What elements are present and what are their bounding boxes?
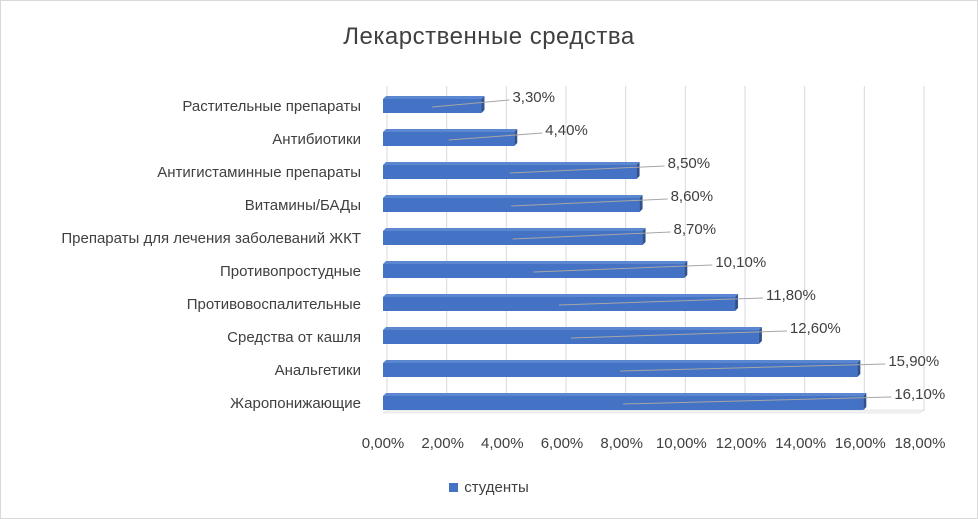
data-label: 15,90% bbox=[888, 353, 939, 370]
bars bbox=[383, 96, 867, 410]
category-label: Средства от кашля bbox=[227, 329, 361, 346]
x-axis-ticks: 0,00% 2,00% 4,00% 6,00% 8,00% 10,00% 12,00% 14,… bbox=[362, 435, 946, 452]
category-label: Жаропонижающие bbox=[230, 395, 361, 412]
leader-line bbox=[448, 132, 543, 141]
x-tick-label: 10,00% bbox=[656, 435, 707, 452]
leader-line bbox=[511, 198, 668, 207]
bar-side-face bbox=[758, 327, 762, 344]
data-label: 10,10% bbox=[715, 254, 766, 271]
x-tick-label: 14,00% bbox=[775, 435, 826, 452]
bar-side-face bbox=[684, 261, 688, 278]
data-label: 3,30% bbox=[512, 89, 555, 106]
bar bbox=[383, 198, 640, 212]
data-label: 4,40% bbox=[545, 122, 588, 139]
plot-floor bbox=[382, 409, 925, 414]
bar-top-face bbox=[383, 261, 688, 264]
bar-side-face bbox=[857, 360, 861, 377]
legend: студенты bbox=[1, 479, 977, 496]
bar-side-face bbox=[514, 129, 518, 146]
category-label: Анальгетики bbox=[275, 362, 361, 379]
leader-line bbox=[558, 297, 764, 306]
legend-swatch bbox=[449, 482, 459, 492]
bar bbox=[383, 231, 643, 245]
leader-line bbox=[620, 363, 886, 372]
bar bbox=[383, 363, 858, 377]
bar-side-face bbox=[735, 294, 739, 311]
bar bbox=[383, 297, 736, 311]
bar-side-face bbox=[481, 96, 485, 113]
leader-line bbox=[509, 165, 665, 174]
category-label: Противопростудные bbox=[220, 263, 361, 280]
data-label: 8,70% bbox=[674, 221, 717, 238]
x-tick-label: 0,00% bbox=[362, 435, 405, 452]
category-label: Витамины/БАДы bbox=[245, 197, 361, 214]
x-tick-label: 12,00% bbox=[716, 435, 767, 452]
bar bbox=[383, 132, 515, 146]
leader-line bbox=[432, 99, 510, 108]
category-label: Растительные препараты bbox=[182, 98, 361, 115]
bar-top-face bbox=[383, 360, 861, 363]
x-tick-label: 2,00% bbox=[421, 435, 464, 452]
x-tick-label: 8,00% bbox=[600, 435, 643, 452]
data-label: 11,80% bbox=[766, 287, 816, 304]
chart-title: Лекарственные средства bbox=[343, 23, 635, 50]
x-tick-label: 4,00% bbox=[481, 435, 524, 452]
leader-line bbox=[623, 396, 892, 405]
bar-top-face bbox=[383, 327, 762, 330]
category-label: Антибиотики bbox=[272, 131, 361, 148]
data-label: 8,60% bbox=[671, 188, 714, 205]
data-labels: 3,30% 4,40% 8,50% 8,60% 8,70% 10,10%11,80% 12,… bbox=[432, 89, 945, 405]
data-label: 16,10% bbox=[894, 386, 945, 403]
x-tick-label: 18,00% bbox=[895, 435, 946, 452]
x-tick-label: 6,00% bbox=[541, 435, 584, 452]
bar-top-face bbox=[383, 96, 485, 99]
bar-top-face bbox=[383, 195, 643, 198]
leader-line bbox=[512, 231, 671, 240]
category-labels: Растительные препараты Антибиотики Антигис… bbox=[61, 98, 361, 412]
category-label: Противовоспалительные bbox=[187, 296, 361, 313]
bar-top-face bbox=[383, 294, 739, 297]
legend-label: студенты bbox=[464, 479, 529, 496]
bar-top-face bbox=[383, 162, 640, 165]
bar-top-face bbox=[383, 228, 646, 231]
bar-side-face bbox=[639, 195, 643, 212]
leader-line bbox=[570, 330, 787, 339]
data-label: 12,60% bbox=[790, 320, 841, 337]
category-label: Антигистаминные препараты bbox=[157, 164, 361, 181]
bar-side-face bbox=[642, 228, 646, 245]
bar bbox=[383, 165, 637, 179]
bar-top-face bbox=[383, 129, 518, 132]
x-tick-label: 16,00% bbox=[835, 435, 886, 452]
category-label: Препараты для лечения заболеваний ЖКТ bbox=[61, 230, 361, 247]
bar-side-face bbox=[636, 162, 640, 179]
bar bbox=[383, 99, 482, 113]
data-label: 8,50% bbox=[668, 155, 711, 172]
leader-line bbox=[533, 264, 713, 273]
bar bbox=[383, 264, 685, 278]
bar bbox=[383, 396, 864, 410]
bar-top-face bbox=[383, 393, 867, 396]
bar-side-face bbox=[863, 393, 867, 410]
bar bbox=[383, 330, 759, 344]
